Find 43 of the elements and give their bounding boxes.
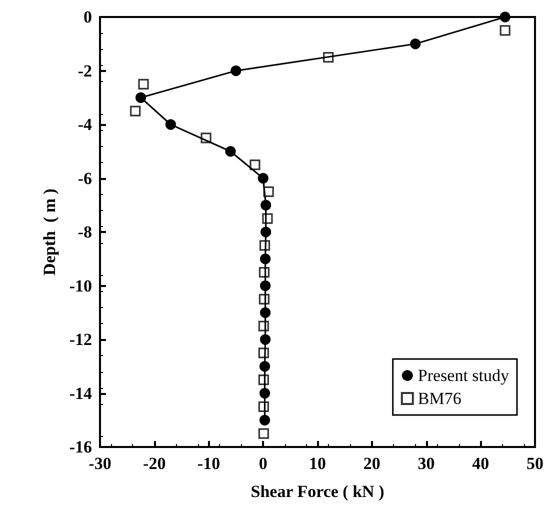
point	[500, 12, 510, 22]
y-tick-label: -8	[78, 222, 92, 242]
point	[165, 119, 176, 130]
point	[250, 160, 260, 170]
x-axis-title: Shear Force ( kN )	[250, 482, 384, 501]
legend-label: BM76	[418, 389, 462, 408]
y-tick-label: -10	[69, 276, 92, 296]
point	[260, 334, 271, 345]
point	[138, 78, 149, 90]
y-tick-label: -6	[78, 168, 92, 188]
x-tick-label: 0	[258, 454, 268, 473]
point	[259, 414, 270, 426]
x-tick-label: -10	[197, 454, 220, 473]
point	[230, 65, 242, 76]
point	[135, 92, 146, 103]
point	[260, 280, 271, 292]
point	[500, 25, 510, 36]
x-tick-label: -20	[143, 454, 166, 473]
y-tick-label: -16	[69, 438, 92, 456]
x-tick-label: 40	[472, 454, 490, 473]
point	[225, 146, 236, 157]
legend-label: Present study	[418, 366, 510, 385]
x-tick-label: 20	[363, 454, 380, 473]
y-axis-title: Depth ( m )	[40, 188, 59, 276]
x-tick-label: 30	[418, 454, 435, 473]
point	[258, 428, 269, 439]
point	[260, 200, 272, 210]
y-tick-label: -14	[69, 384, 92, 403]
point	[259, 388, 270, 399]
point	[410, 38, 421, 50]
y-tick-label: -4	[78, 115, 92, 134]
x-tick-label: 10	[309, 454, 326, 473]
y-tick-label: -2	[78, 61, 92, 80]
y-tick-label: -12	[69, 330, 92, 349]
point	[258, 172, 268, 184]
point	[260, 226, 272, 238]
point	[260, 254, 271, 264]
x-tick-label: 50	[526, 454, 544, 473]
y-tick-label: 0	[84, 8, 92, 26]
point	[130, 106, 141, 116]
x-tick-label: -30	[88, 454, 112, 473]
point	[259, 361, 270, 372]
point	[260, 307, 271, 318]
